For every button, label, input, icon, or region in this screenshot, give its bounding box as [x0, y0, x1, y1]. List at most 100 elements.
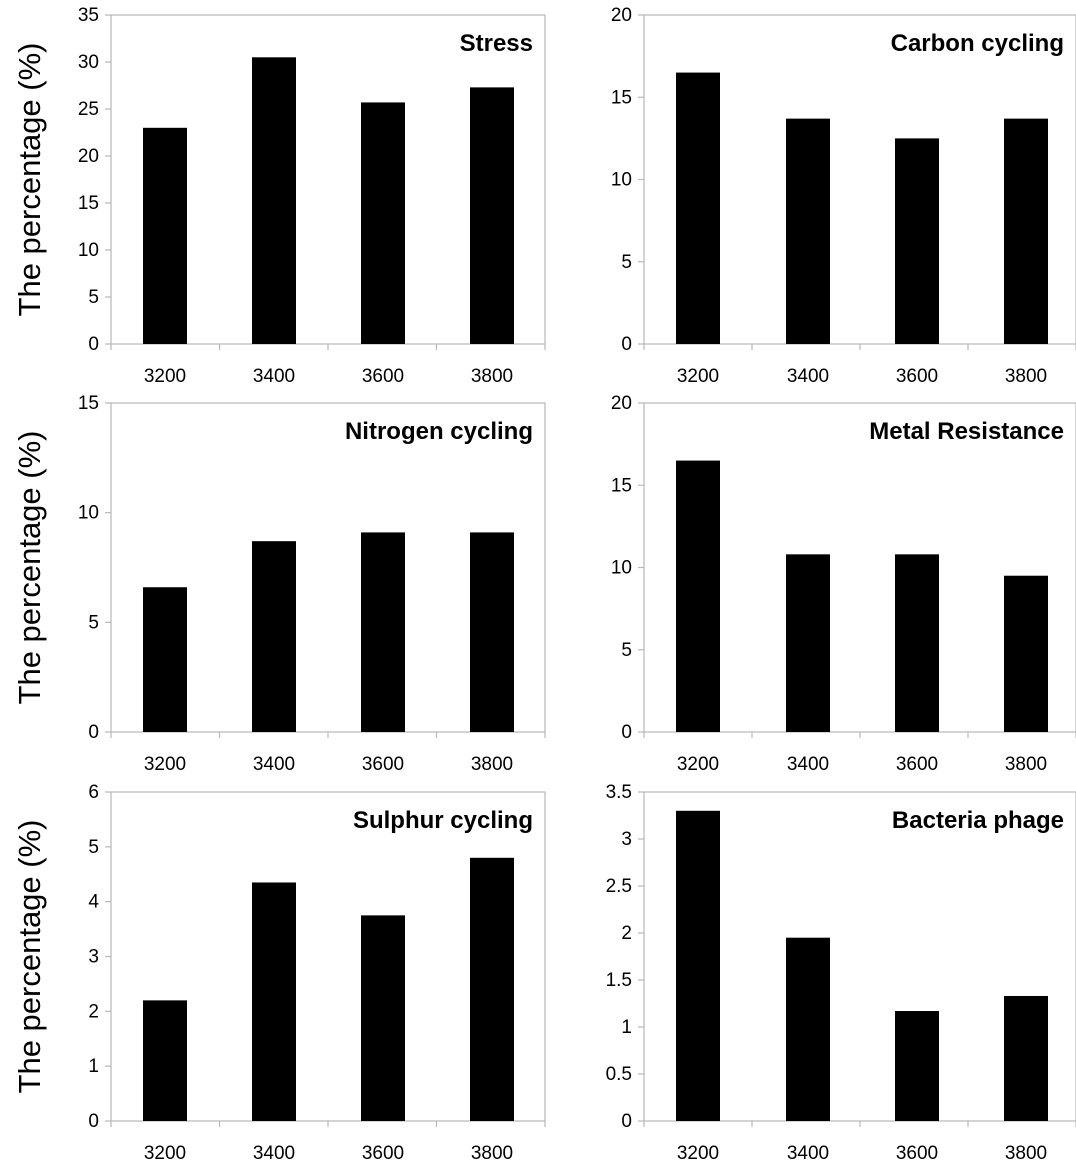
y-tick-label: 0 — [621, 1111, 632, 1132]
y-tick-label: 20 — [78, 146, 99, 167]
y-tick-label: 20 — [611, 5, 632, 26]
x-tick-label: 3400 — [787, 1143, 829, 1164]
y-tick-label: 6 — [88, 782, 99, 803]
x-tick-label: 3400 — [253, 366, 295, 387]
y-tick-label: 5 — [88, 612, 99, 633]
chart-panel-3: 0 5 10 15 3200 3400 3600 3800 Nitrogen cycling Th… — [12, 393, 546, 775]
bar-3600 — [895, 1011, 939, 1121]
chart-panel-2: 0 5 10 15 20 3200 3400 3600 3800 Carbon cycling — [611, 5, 1076, 387]
bar-3600 — [895, 138, 939, 344]
chart-panel-6: 0 0.5 1 1.5 2 2.5 3 3.5 3200 3400 3600 3800 Bacteria… — [606, 782, 1076, 1164]
y-tick-label: 1.5 — [606, 970, 632, 991]
y-tick-label: 10 — [611, 170, 632, 191]
panel-title: Carbon cycling — [891, 30, 1064, 57]
y-tick-label: 5 — [621, 640, 632, 661]
bar-3600 — [361, 102, 405, 344]
panel-title: Metal Resistance — [869, 418, 1064, 445]
panel-title: Bacteria phage — [892, 807, 1064, 834]
y-tick-label: 0 — [88, 334, 99, 355]
y-tick-label: 10 — [611, 558, 632, 579]
bar-3400 — [786, 554, 830, 732]
y-tick-label: 20 — [611, 393, 632, 414]
y-tick-label: 2 — [88, 1001, 99, 1022]
x-tick-label: 3200 — [144, 754, 186, 775]
y-axis-label: The percentage (%) — [12, 820, 47, 1094]
y-tick-label: 2 — [621, 923, 632, 944]
x-tick-label: 3600 — [896, 754, 938, 775]
bar-3400 — [252, 57, 296, 345]
x-tick-label: 3200 — [677, 366, 719, 387]
y-tick-label: 15 — [78, 193, 99, 214]
bar-3200 — [676, 460, 720, 732]
bar-3800 — [470, 857, 514, 1121]
y-axis-label: The percentage (%) — [12, 43, 47, 317]
y-tick-label: 3.5 — [606, 782, 632, 803]
x-tick-label: 3800 — [1005, 754, 1047, 775]
x-tick-label: 3400 — [787, 754, 829, 775]
y-tick-label: 10 — [78, 240, 99, 261]
x-tick-label: 3200 — [144, 1143, 186, 1164]
x-tick-label: 3800 — [471, 1143, 513, 1164]
bar-3400 — [786, 937, 830, 1121]
y-tick-label: 3 — [88, 947, 99, 968]
x-tick-label: 3200 — [677, 1143, 719, 1164]
panel-title: Stress — [460, 30, 533, 57]
bar-3400 — [252, 882, 296, 1121]
y-tick-label: 25 — [78, 99, 99, 120]
y-tick-label: 3 — [621, 829, 632, 850]
y-axis-label: The percentage (%) — [12, 431, 47, 705]
y-tick-label: 4 — [88, 892, 99, 913]
y-tick-label: 2.5 — [606, 876, 632, 897]
y-tick-label: 15 — [78, 393, 99, 414]
x-tick-label: 3400 — [253, 754, 295, 775]
x-tick-label: 3600 — [362, 1143, 404, 1164]
bar-3400 — [786, 118, 830, 344]
bar-3200 — [676, 810, 720, 1121]
y-tick-label: 0.5 — [606, 1064, 632, 1085]
x-tick-label: 3800 — [1005, 366, 1047, 387]
bar-3200 — [676, 72, 720, 344]
bar-3800 — [1004, 118, 1048, 344]
x-tick-label: 3200 — [144, 366, 186, 387]
y-tick-label: 0 — [88, 722, 99, 743]
bar-3800 — [470, 532, 514, 732]
bar-3800 — [1004, 995, 1048, 1121]
x-tick-label: 3600 — [362, 754, 404, 775]
bar-3600 — [361, 532, 405, 732]
x-tick-label: 3400 — [787, 366, 829, 387]
chart-panel-5: 0 1 2 3 4 5 6 3200 3400 3600 3800 Sulphur cycling Th… — [12, 782, 546, 1164]
y-tick-label: 5 — [88, 837, 99, 858]
x-tick-label: 3600 — [896, 1143, 938, 1164]
bar-3200 — [143, 1000, 187, 1121]
y-tick-label: 10 — [78, 503, 99, 524]
x-tick-label: 3800 — [1005, 1143, 1047, 1164]
y-tick-label: 0 — [621, 722, 632, 743]
bar-3200 — [143, 587, 187, 732]
x-tick-label: 3400 — [253, 1143, 295, 1164]
x-tick-label: 3800 — [471, 754, 513, 775]
x-tick-label: 3600 — [896, 366, 938, 387]
bar-3800 — [470, 87, 514, 344]
y-tick-label: 1 — [88, 1056, 99, 1077]
x-tick-label: 3800 — [471, 366, 513, 387]
y-tick-label: 0 — [88, 1111, 99, 1132]
bar-3200 — [143, 127, 187, 344]
y-tick-label: 15 — [611, 475, 632, 496]
y-tick-label: 35 — [78, 5, 99, 26]
bar-3800 — [1004, 575, 1048, 732]
x-tick-label: 3600 — [362, 366, 404, 387]
panel-title: Nitrogen cycling — [345, 418, 533, 445]
y-tick-label: 5 — [621, 252, 632, 273]
y-tick-label: 0 — [621, 334, 632, 355]
y-tick-label: 1 — [621, 1017, 632, 1038]
bar-3600 — [361, 915, 405, 1121]
panel-title: Sulphur cycling — [353, 807, 533, 834]
chart-panel-4: 0 5 10 15 20 3200 3400 3600 3800 Metal Resistance — [611, 393, 1076, 775]
y-tick-label: 15 — [611, 87, 632, 108]
bar-3600 — [895, 554, 939, 732]
bar-3400 — [252, 541, 296, 732]
chart-panel-1: 0 5 10 15 20 25 30 35 3200 3400 3600 3800 Stress The … — [12, 5, 546, 387]
x-tick-label: 3200 — [677, 754, 719, 775]
y-tick-label: 5 — [88, 287, 99, 308]
